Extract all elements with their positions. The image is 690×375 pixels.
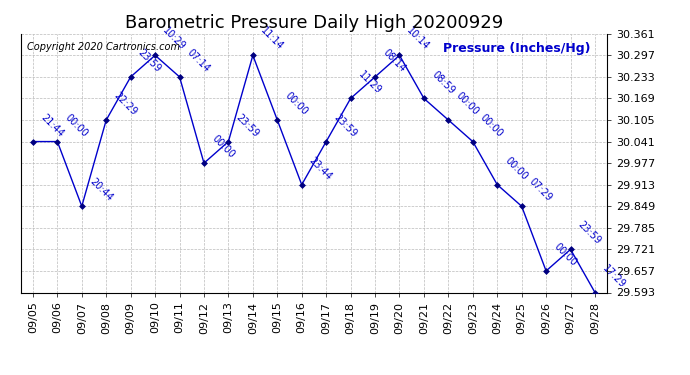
- Text: 00:00: 00:00: [503, 155, 529, 182]
- Text: 21:44: 21:44: [39, 112, 66, 139]
- Text: 23:59: 23:59: [332, 112, 359, 139]
- Text: 00:00: 00:00: [283, 90, 310, 117]
- Text: 00:00: 00:00: [63, 112, 90, 139]
- Text: 08:59: 08:59: [429, 69, 456, 96]
- Text: 11:14: 11:14: [259, 26, 285, 53]
- Text: 23:59: 23:59: [136, 47, 163, 74]
- Text: 00:00: 00:00: [478, 112, 505, 139]
- Text: 23:59: 23:59: [576, 220, 603, 247]
- Text: 17:29: 17:29: [600, 263, 627, 290]
- Text: 00:00: 00:00: [454, 90, 481, 117]
- Text: 23:59: 23:59: [234, 112, 261, 139]
- Text: Pressure (Inches/Hg): Pressure (Inches/Hg): [443, 42, 591, 54]
- Text: 07:29: 07:29: [527, 177, 554, 204]
- Text: 08:14: 08:14: [381, 47, 407, 74]
- Text: 10:14: 10:14: [405, 26, 432, 53]
- Text: 22:29: 22:29: [112, 90, 139, 117]
- Text: Copyright 2020 Cartronics.com: Copyright 2020 Cartronics.com: [26, 42, 179, 51]
- Text: 00:00: 00:00: [210, 134, 236, 160]
- Text: 00:00: 00:00: [552, 242, 578, 268]
- Text: 07:14: 07:14: [185, 47, 212, 74]
- Text: 11:29: 11:29: [356, 69, 383, 96]
- Text: 10:29: 10:29: [161, 26, 188, 53]
- Text: 20:44: 20:44: [88, 177, 114, 204]
- Text: 23:44: 23:44: [307, 155, 334, 182]
- Title: Barometric Pressure Daily High 20200929: Barometric Pressure Daily High 20200929: [125, 14, 503, 32]
